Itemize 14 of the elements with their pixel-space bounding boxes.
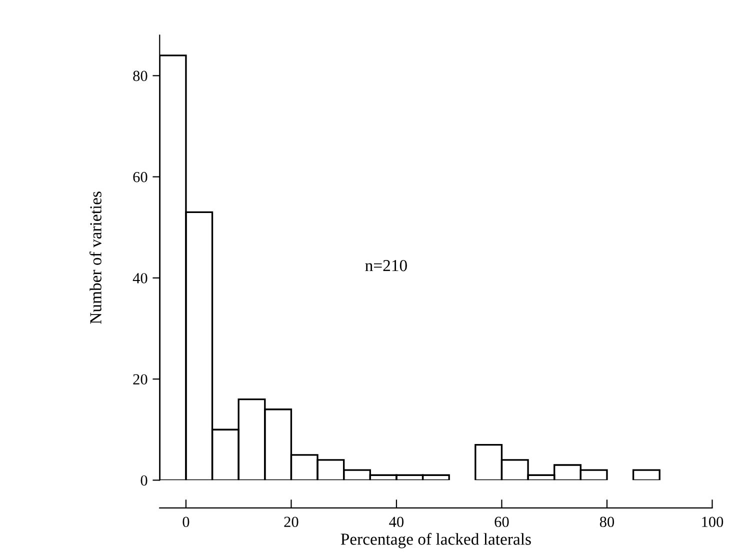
y-tick-label: 60 xyxy=(133,172,148,182)
y-tick-label: 20 xyxy=(133,374,148,385)
y-axis-title: Number of varieties xyxy=(90,192,102,324)
annotation: n=210 xyxy=(365,260,407,272)
x-tick-label: 100 xyxy=(702,516,724,528)
x-tick-label: 0 xyxy=(182,516,190,528)
y-tick-label: 0 xyxy=(140,475,148,486)
x-axis-title: Percentage of lacked laterals xyxy=(340,532,531,548)
y-tick-label: 80 xyxy=(133,70,148,82)
y-tick-label: 40 xyxy=(132,273,148,284)
x-tick-label: 80 xyxy=(600,516,614,528)
x-tick-label: 20 xyxy=(284,516,298,528)
x-tick-label: 40 xyxy=(389,516,404,528)
x-tick-label: 60 xyxy=(494,516,509,528)
